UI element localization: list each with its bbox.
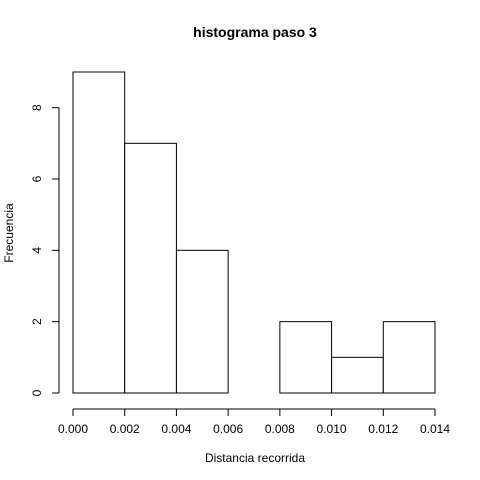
histogram-bar-4 [279, 321, 333, 394]
x-tick-label-3: 0.006 [213, 422, 243, 436]
bars-group [72, 71, 436, 394]
y-axis: 0 2 4 6 8 [30, 104, 60, 396]
histogram-bar-5 [331, 356, 384, 394]
x-axis: 0.000 0.002 0.004 0.006 0.008 0.010 0.012 0.014 [58, 408, 450, 436]
histogram-bar-0 [72, 71, 126, 394]
histogram-bar-2 [175, 249, 229, 394]
histogram-bar-1 [124, 142, 177, 394]
x-axis-label: Distancia recorrida [205, 451, 305, 465]
y-tick-label-0: 0 [30, 389, 44, 396]
x-tick-label-2: 0.004 [161, 422, 191, 436]
x-tick-label-6: 0.012 [368, 422, 398, 436]
x-tick-label-7: 0.014 [420, 422, 450, 436]
x-tick-label-5: 0.010 [317, 422, 347, 436]
histogram-bar-6 [382, 321, 436, 394]
x-tick-label-1: 0.002 [110, 422, 140, 436]
y-axis-label: Frecuencia [2, 203, 16, 263]
y-tick-label-3: 6 [30, 175, 44, 182]
chart-title: histograma paso 3 [193, 24, 317, 40]
y-tick-label-1: 2 [30, 318, 44, 325]
x-tick-label-0: 0.000 [58, 422, 88, 436]
x-tick-label-4: 0.008 [265, 422, 295, 436]
y-tick-label-2: 4 [30, 247, 44, 254]
y-tick-label-4: 8 [30, 104, 44, 111]
